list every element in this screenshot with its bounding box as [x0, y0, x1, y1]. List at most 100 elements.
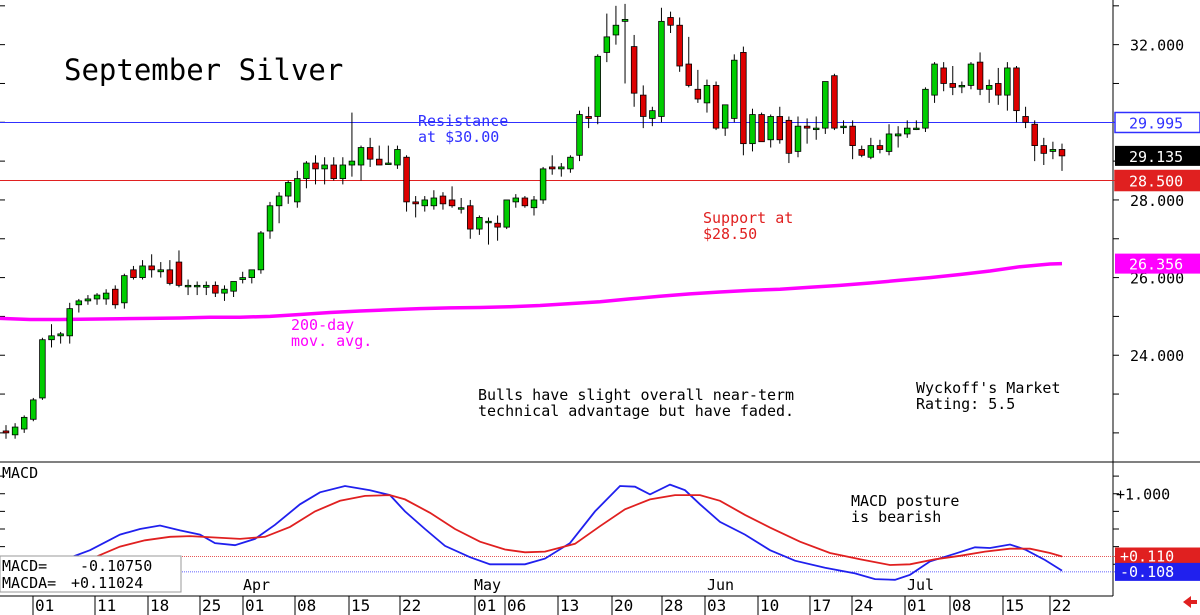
- candle: [193, 281, 201, 296]
- candle: [75, 298, 83, 313]
- candle-body-down: [330, 164, 337, 179]
- candle: [703, 79, 711, 113]
- candle: [102, 289, 110, 305]
- resistance-value-label: 29.995: [1129, 114, 1183, 132]
- candle: [913, 120, 920, 131]
- candle-body-up: [184, 284, 192, 288]
- candle: [1040, 137, 1048, 165]
- candle: [539, 166, 547, 204]
- candle-body-down: [858, 149, 865, 156]
- price-tick-label: 24.000: [1130, 347, 1184, 365]
- candle: [257, 231, 265, 274]
- candle: [876, 139, 884, 154]
- candle-body-down: [312, 162, 319, 170]
- macd-readout-box: [0, 555, 182, 593]
- candle-body-up: [102, 292, 110, 300]
- candle: [248, 269, 256, 284]
- candle-body-down: [849, 125, 856, 146]
- candle-body-up: [621, 19, 629, 22]
- candle-body-up: [193, 284, 201, 288]
- candle-body-up: [421, 199, 428, 207]
- candle-body-down: [548, 166, 556, 170]
- day-tick-label: 24: [854, 596, 873, 615]
- price-axis-labels: 32.000 28.000 26.000 24.000 29.995 28.500 26.3…: [1114, 37, 1200, 365]
- day-tick-label: 13: [560, 596, 579, 615]
- candle-body-up: [75, 300, 83, 306]
- candle-body-down: [412, 201, 419, 205]
- candle: [731, 54, 738, 123]
- candle-body-up: [385, 162, 392, 165]
- candle-body-up: [66, 308, 73, 337]
- candle: [630, 34, 638, 107]
- candle-body-up: [321, 164, 328, 170]
- candle: [576, 110, 583, 162]
- candle: [330, 157, 337, 181]
- candle: [612, 5, 620, 45]
- candle-body-up: [11, 426, 19, 436]
- macd-posture-2: is bearish: [851, 508, 941, 526]
- candle-body-up: [57, 333, 64, 337]
- month-label: Apr: [243, 576, 270, 594]
- candle: [376, 145, 383, 166]
- back-arrow-icon[interactable]: [1183, 596, 1197, 608]
- candle: [594, 54, 601, 125]
- candle-body-up: [558, 166, 565, 170]
- candle-body-up: [294, 178, 301, 203]
- candle-body-up: [749, 114, 756, 145]
- moving-average-value-label: 26.356: [1129, 256, 1183, 274]
- candle: [512, 194, 520, 208]
- candle: [385, 145, 392, 165]
- candle: [685, 36, 692, 88]
- ma-label-2: mov. avg.: [291, 332, 372, 350]
- day-tick-label: 20: [614, 596, 633, 615]
- support-label-1: Support at: [703, 209, 793, 227]
- candle: [712, 81, 720, 131]
- candle-body-down: [112, 288, 119, 306]
- candle: [585, 106, 592, 129]
- candle: [275, 192, 283, 224]
- macd-end-box: [1115, 562, 1200, 581]
- candle-body-up: [39, 339, 46, 399]
- candle: [357, 145, 365, 181]
- candle: [1058, 143, 1066, 171]
- candle-body-down: [448, 199, 456, 207]
- candle: [157, 262, 164, 278]
- candle-body-down: [467, 205, 474, 230]
- day-tick-label: 06: [507, 596, 526, 615]
- candle-body-up: [894, 133, 902, 137]
- candle: [567, 155, 574, 173]
- candle: [303, 161, 310, 189]
- candle: [812, 116, 820, 140]
- last-price-label: 29.135: [1129, 148, 1183, 166]
- candle-body-up: [275, 195, 283, 207]
- candle: [30, 397, 37, 422]
- macd-axis-labels: +1.000 +0.110-0.108: [1115, 486, 1200, 581]
- candle: [767, 114, 774, 148]
- macd-posture-1: MACD posture: [851, 492, 959, 510]
- candlesticks: [2, 3, 1066, 439]
- candle-body-down: [676, 24, 683, 67]
- macda-readout-label: MACDA=: [2, 574, 56, 592]
- day-tick-label: 25: [202, 596, 221, 615]
- support-label-2: $28.50: [703, 225, 757, 243]
- candle: [321, 157, 328, 185]
- support-value-label: 28.500: [1129, 173, 1183, 191]
- candle-body-up: [221, 288, 228, 294]
- candle: [885, 124, 893, 156]
- candle-body-up: [840, 125, 847, 129]
- day-tick-label: 28: [664, 596, 683, 615]
- candle: [184, 279, 192, 296]
- candle-body-up: [812, 127, 820, 131]
- candle: [849, 120, 856, 160]
- candle-body-up: [266, 205, 274, 232]
- day-tick-label: 11: [97, 596, 116, 615]
- candle: [985, 79, 993, 103]
- candle-body-down: [439, 195, 447, 205]
- candle: [640, 85, 647, 129]
- candle-body-down: [949, 83, 956, 88]
- candle: [530, 196, 538, 216]
- candle: [212, 281, 219, 297]
- candle: [503, 199, 510, 230]
- candle: [840, 120, 847, 134]
- candle-body-up: [567, 156, 574, 170]
